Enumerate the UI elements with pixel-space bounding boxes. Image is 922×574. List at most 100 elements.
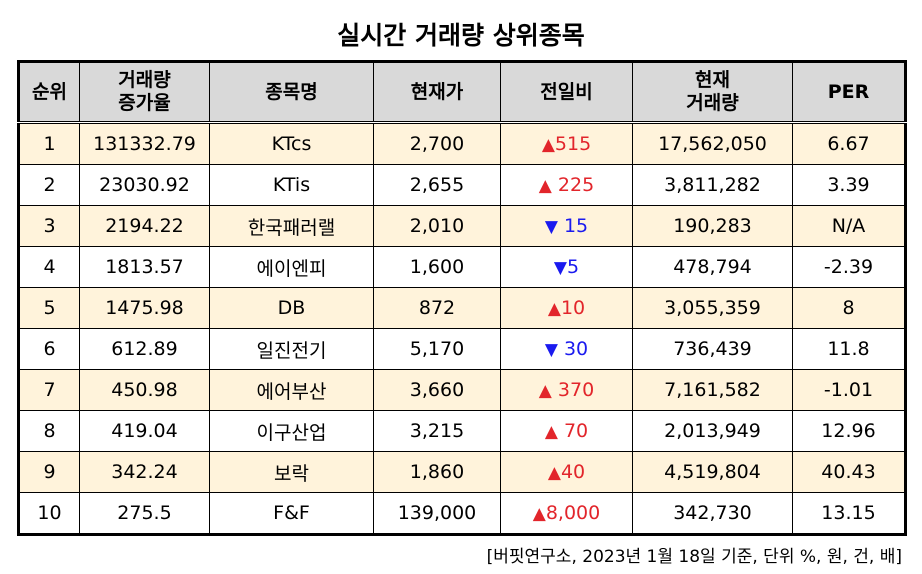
header-row: 순위 거래량 증가율 종목명 현재가 전일비 현재 거래량 PER xyxy=(18,61,906,124)
cell-volume-increase: 1475.98 xyxy=(79,287,210,329)
cell-rank: 7 xyxy=(18,369,80,411)
table-row: 6 612.89 일진전기 5,170 ▼ 30 736,439 11.8 xyxy=(18,328,906,370)
cell-current-volume: 3,811,282 xyxy=(632,164,793,206)
table-row: 9 342.24 보락 1,860 ▲40 4,519,804 40.43 xyxy=(18,451,906,493)
cell-current-volume: 17,562,050 xyxy=(632,122,793,165)
down-triangle-icon: ▼ xyxy=(544,217,558,237)
cell-price: 3,215 xyxy=(373,410,501,452)
cell-current-volume: 342,730 xyxy=(632,492,793,535)
up-triangle-icon: ▲ xyxy=(541,135,555,155)
cell-rank: 3 xyxy=(18,205,80,247)
cell-current-volume: 7,161,582 xyxy=(632,369,793,411)
cell-price: 1,600 xyxy=(373,246,501,288)
cell-change: ▼5 xyxy=(500,246,633,288)
header-change: 전일비 xyxy=(500,61,633,124)
cell-current-volume: 3,055,359 xyxy=(632,287,793,329)
cell-per: -2.39 xyxy=(792,246,906,288)
cell-current-volume: 4,519,804 xyxy=(632,451,793,493)
cell-per: 13.15 xyxy=(792,492,906,535)
cell-price: 3,660 xyxy=(373,369,501,411)
up-triangle-icon: ▲ xyxy=(547,463,561,483)
change-value: 40 xyxy=(560,461,586,483)
cell-rank: 5 xyxy=(18,287,80,329)
table-row: 2 23030.92 KTis 2,655 ▲ 225 3,811,282 3.39 xyxy=(18,164,906,206)
cell-volume-increase: 419.04 xyxy=(79,410,210,452)
cell-change: ▲ 70 xyxy=(500,410,633,452)
change-value: 30 xyxy=(557,338,589,360)
top-volume-table: 순위 거래량 증가율 종목명 현재가 전일비 현재 거래량 PER 1 13133… xyxy=(17,60,907,536)
cell-name: 에어부산 xyxy=(209,369,374,411)
cell-rank: 9 xyxy=(18,451,80,493)
cell-price: 2,010 xyxy=(373,205,501,247)
up-triangle-icon: ▲ xyxy=(547,299,561,319)
cell-per: 12.96 xyxy=(792,410,906,452)
cell-rank: 2 xyxy=(18,164,80,206)
cell-price: 2,655 xyxy=(373,164,501,206)
header-current-volume: 현재 거래량 xyxy=(632,61,793,124)
cell-name: KTcs xyxy=(209,122,374,165)
change-value: 8,000 xyxy=(545,502,601,524)
cell-rank: 4 xyxy=(18,246,80,288)
down-triangle-icon: ▼ xyxy=(544,340,558,360)
cell-change: ▲8,000 xyxy=(500,492,633,535)
cell-per: 11.8 xyxy=(792,328,906,370)
header-price: 현재가 xyxy=(373,61,501,124)
header-name: 종목명 xyxy=(209,61,374,124)
cell-volume-increase: 23030.92 xyxy=(79,164,210,206)
header-volume-increase-line2: 증가율 xyxy=(118,92,171,114)
cell-name: KTis xyxy=(209,164,374,206)
cell-price: 5,170 xyxy=(373,328,501,370)
cell-change: ▲10 xyxy=(500,287,633,329)
cell-per: 8 xyxy=(792,287,906,329)
cell-per: 3.39 xyxy=(792,164,906,206)
cell-change: ▲ 225 xyxy=(500,164,633,206)
cell-name: 이구산업 xyxy=(209,410,374,452)
down-triangle-icon: ▼ xyxy=(553,258,567,278)
cell-current-volume: 478,794 xyxy=(632,246,793,288)
cell-name: 일진전기 xyxy=(209,328,374,370)
change-value: 515 xyxy=(554,133,592,155)
header-current-volume-line2: 거래량 xyxy=(686,92,739,114)
table-row: 8 419.04 이구산업 3,215 ▲ 70 2,013,949 12.96 xyxy=(18,410,906,452)
cell-change: ▲515 xyxy=(500,122,633,165)
cell-volume-increase: 2194.22 xyxy=(79,205,210,247)
table-body: 1 131332.79 KTcs 2,700 ▲515 17,562,050 6.67 2 23… xyxy=(18,122,906,535)
cell-current-volume: 190,283 xyxy=(632,205,793,247)
cell-per: -1.01 xyxy=(792,369,906,411)
page-title: 실시간 거래량 상위종목 xyxy=(337,21,585,50)
change-value: 225 xyxy=(551,174,595,196)
cell-per: 6.67 xyxy=(792,122,906,165)
cell-current-volume: 736,439 xyxy=(632,328,793,370)
header-per: PER xyxy=(792,61,906,124)
change-value: 70 xyxy=(557,420,589,442)
header-current-volume-line1: 현재 xyxy=(695,69,730,91)
header-rank: 순위 xyxy=(18,61,80,124)
change-value: 10 xyxy=(560,297,586,319)
header-volume-increase: 거래량 증가율 xyxy=(79,61,210,124)
change-value: 15 xyxy=(557,215,589,237)
source-note: [버핏연구소, 2023년 1월 18일 기준, 단위 %, 원, 건, 배] xyxy=(486,547,902,567)
cell-volume-increase: 342.24 xyxy=(79,451,210,493)
cell-name: 한국패러랠 xyxy=(209,205,374,247)
cell-per: 40.43 xyxy=(792,451,906,493)
header-volume-increase-line1: 거래량 xyxy=(118,69,171,91)
cell-rank: 10 xyxy=(18,492,80,535)
cell-rank: 1 xyxy=(18,122,80,165)
table-row: 5 1475.98 DB 872 ▲10 3,055,359 8 xyxy=(18,287,906,329)
cell-current-volume: 2,013,949 xyxy=(632,410,793,452)
up-triangle-icon: ▲ xyxy=(544,422,558,442)
table-row: 10 275.5 F&F 139,000 ▲8,000 342,730 13.15 xyxy=(18,492,906,535)
cell-change: ▲40 xyxy=(500,451,633,493)
change-value: 370 xyxy=(551,379,595,401)
up-triangle-icon: ▲ xyxy=(538,176,552,196)
cell-rank: 6 xyxy=(18,328,80,370)
cell-price: 2,700 xyxy=(373,122,501,165)
cell-name: DB xyxy=(209,287,374,329)
cell-price: 1,860 xyxy=(373,451,501,493)
cell-volume-increase: 131332.79 xyxy=(79,122,210,165)
table-row: 3 2194.22 한국패러랠 2,010 ▼ 15 190,283 N/A xyxy=(18,205,906,247)
cell-price: 139,000 xyxy=(373,492,501,535)
cell-name: 에이엔피 xyxy=(209,246,374,288)
cell-price: 872 xyxy=(373,287,501,329)
change-value: 5 xyxy=(566,256,580,278)
